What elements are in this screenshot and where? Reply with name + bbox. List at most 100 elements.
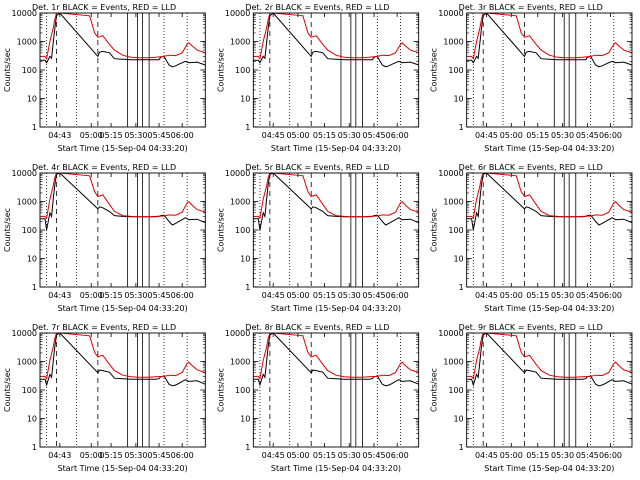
detector-panel: Det. 9r BLACK = Events, RED = LLD Counts/… [430,323,633,473]
panel-title: Det. 8r BLACK = Events, RED = LLD [245,323,389,332]
panel-title: Det. 1r BLACK = Events, RED = LLD [32,3,176,12]
x-tick-label: 05:30 [551,291,574,300]
plot-frame [39,12,206,128]
y-axis-label: Counts/sec [3,48,12,92]
x-axis-label: Start Time (15-Sep-04 04:33:20) [58,304,188,313]
x-tick-label: 06:00 [386,131,409,140]
x-axis-label: Start Time (15-Sep-04 04:33:20) [484,144,614,153]
lld-series-line [40,333,206,380]
y-tick-label: 100 [448,386,463,395]
x-tick-label: 05:15 [313,131,336,140]
plot-frame [39,332,206,448]
y-tick-label: 10 [27,255,37,264]
y-tick-label: 1 [245,283,250,292]
y-tick-label: 100 [235,66,250,75]
x-axis-label: Start Time (15-Sep-04 04:33:20) [271,304,401,313]
x-tick-label: 05:45 [148,131,171,140]
plot-frame [252,172,420,288]
event-markers [259,333,401,447]
x-tick-label: 05:00 [286,291,309,300]
y-tick-label: 10 [27,95,37,104]
x-tick-label: 05:45 [148,451,171,460]
y-tick-label: 100 [22,226,37,235]
x-tick-label: 05:45 [362,131,385,140]
series-lines [466,333,632,387]
x-tick-label: 06:00 [386,451,409,460]
detector-panel: Det. 4r BLACK = Events, RED = LLD Counts/… [3,163,206,313]
x-tick-label: 05:30 [124,451,147,460]
y-tick-label: 10 [240,255,250,264]
y-tick-label: 10000 [438,169,463,178]
x-tick-label: 05:15 [313,451,336,460]
series-lines [40,333,206,387]
x-axis-label: Start Time (15-Sep-04 04:33:20) [58,464,188,473]
y-tick-label: 10 [453,255,463,264]
detector-panel: Det. 3r BLACK = Events, RED = LLD Counts/… [430,3,633,153]
y-tick-label: 1000 [17,358,37,367]
y-axis-label: Counts/sec [3,368,12,412]
x-tick-label: 06:00 [386,291,409,300]
y-tick-label: 10000 [12,329,37,338]
y-tick-label: 1 [245,123,250,132]
y-tick-label: 100 [235,226,250,235]
y-tick-label: 1000 [443,198,463,207]
plot-frame [466,12,633,128]
y-tick-label: 100 [22,386,37,395]
panel-title: Det. 2r BLACK = Events, RED = LLD [245,3,389,12]
y-tick-label: 100 [22,66,37,75]
x-tick-label: 06:00 [599,291,622,300]
x-tick-label: 04:43 [48,451,71,460]
x-axis-label: Start Time (15-Sep-04 04:33:20) [271,464,401,473]
y-tick-label: 10000 [12,9,37,18]
x-tick-label: 05:45 [362,291,385,300]
events-series-line [253,333,419,387]
y-axis-label: Counts/sec [430,208,439,252]
x-tick-label: 05:15 [526,131,549,140]
event-markers [46,13,188,127]
y-tick-label: 1 [32,443,37,452]
series-lines [253,333,419,387]
x-tick-label: 06:00 [599,131,622,140]
y-tick-label: 100 [235,386,250,395]
y-tick-label: 1 [32,123,37,132]
y-tick-label: 1 [245,443,250,452]
x-tick-label: 06:00 [171,131,194,140]
x-tick-label: 05:30 [551,451,574,460]
lld-series-line [466,13,632,60]
x-tick-label: 05:30 [124,291,147,300]
x-tick-label: 05:30 [338,131,361,140]
y-tick-label: 1 [459,123,464,132]
x-tick-label: 05:00 [80,291,103,300]
events-series-line [253,173,419,231]
events-series-line [466,333,632,387]
x-tick-label: 04:45 [262,131,285,140]
x-tick-label: 05:00 [80,451,103,460]
event-markers [472,173,615,287]
y-tick-label: 10000 [438,329,463,338]
x-tick-label: 04:45 [262,291,285,300]
detector-panel: Det. 7r BLACK = Events, RED = LLD Counts/… [3,323,206,473]
x-tick-label: 05:45 [148,291,171,300]
y-tick-label: 10000 [12,169,37,178]
y-tick-label: 10 [453,95,463,104]
x-tick-label: 05:30 [338,451,361,460]
plot-frame [466,332,633,448]
series-lines [40,173,206,231]
y-tick-label: 100 [448,66,463,75]
x-tick-label: 05:45 [576,131,599,140]
x-tick-label: 05:00 [500,291,523,300]
event-markers [46,333,188,447]
lld-series-line [253,13,419,60]
series-lines [40,13,206,68]
x-tick-label: 05:15 [100,451,123,460]
panel-title: Det. 6r BLACK = Events, RED = LLD [459,163,603,172]
x-tick-label: 05:30 [124,131,147,140]
x-axis-label: Start Time (15-Sep-04 04:33:20) [58,144,188,153]
series-lines [466,13,632,68]
x-tick-label: 05:00 [500,451,523,460]
lld-series-line [40,13,206,60]
x-tick-label: 05:45 [576,291,599,300]
x-tick-label: 05:00 [80,131,103,140]
panel-title: Det. 3r BLACK = Events, RED = LLD [459,3,603,12]
panel-title: Det. 5r BLACK = Events, RED = LLD [245,163,389,172]
